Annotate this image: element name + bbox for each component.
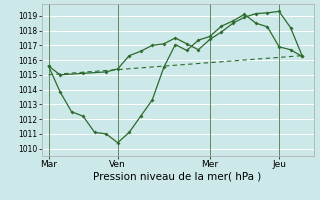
- X-axis label: Pression niveau de la mer( hPa ): Pression niveau de la mer( hPa ): [93, 172, 262, 182]
